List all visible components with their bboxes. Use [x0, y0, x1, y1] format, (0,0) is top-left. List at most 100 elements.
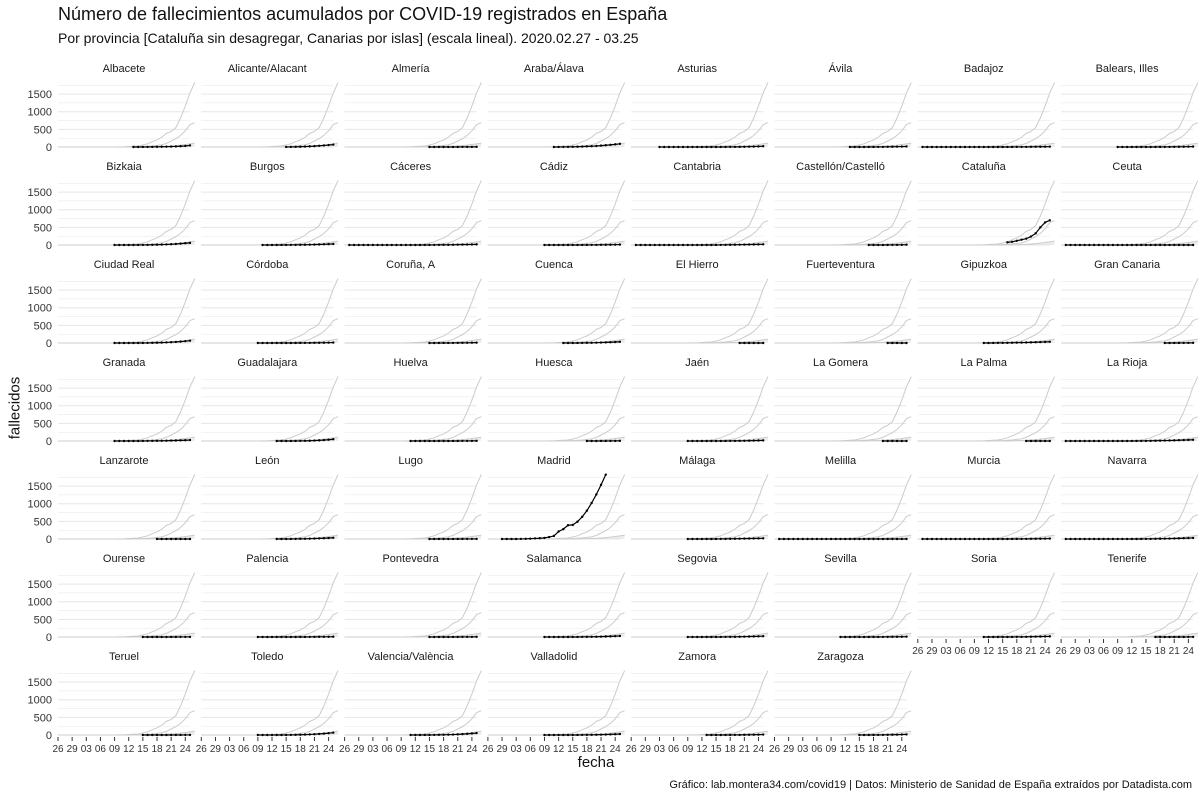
- y-tick-label: 500: [34, 614, 52, 626]
- data-point: [547, 535, 551, 539]
- x-tick-label: 12: [410, 744, 422, 755]
- data-point: [1078, 243, 1082, 247]
- x-tick-label: 06: [381, 744, 393, 755]
- data-point: [470, 635, 474, 639]
- data-point: [1187, 438, 1190, 442]
- reference-line: [917, 612, 1055, 638]
- data-point: [949, 537, 952, 541]
- data-point: [275, 439, 278, 443]
- data-point: [465, 439, 469, 443]
- data-point: [1182, 341, 1185, 345]
- data-point: [1191, 438, 1195, 441]
- data-point: [136, 341, 140, 345]
- data-point: [280, 243, 283, 247]
- data-point: [585, 145, 589, 148]
- data-point: [465, 145, 469, 149]
- x-tick-label: 18: [151, 744, 163, 755]
- data-point: [136, 243, 140, 247]
- facet-panel: Balears, Illes: [1061, 63, 1199, 149]
- data-point: [524, 537, 527, 541]
- data-point: [327, 242, 330, 246]
- data-point: [752, 243, 755, 246]
- data-point: [1048, 145, 1052, 148]
- data-point: [696, 243, 699, 247]
- data-point: [566, 635, 570, 639]
- data-point: [475, 537, 478, 541]
- reference-line: [1061, 82, 1199, 148]
- x-tick-label: 06: [238, 744, 250, 755]
- data-point: [327, 635, 330, 638]
- data-point: [169, 145, 173, 148]
- data-point: [270, 243, 274, 247]
- data-point: [895, 635, 899, 639]
- data-point: [1010, 240, 1014, 244]
- reference-line: [1061, 180, 1199, 246]
- reference-line: [631, 338, 768, 344]
- data-point: [752, 733, 755, 736]
- data-point: [1102, 439, 1105, 443]
- data-point: [1163, 341, 1167, 345]
- data-point: [747, 243, 751, 246]
- data-point: [165, 733, 168, 737]
- data-point: [1006, 537, 1009, 541]
- data-point: [122, 243, 126, 247]
- data-point: [862, 635, 866, 639]
- data-point: [705, 635, 708, 639]
- data-point: [609, 143, 612, 147]
- data-point: [613, 634, 617, 638]
- y-tick-label: 500: [34, 516, 52, 528]
- reference-area: [201, 143, 339, 147]
- reference-line: [58, 730, 195, 736]
- data-point: [165, 341, 168, 344]
- data-point: [729, 537, 732, 541]
- data-point: [604, 439, 607, 443]
- data-point: [127, 341, 130, 345]
- facet-label: Cáceres: [390, 161, 431, 173]
- data-point: [696, 537, 699, 541]
- data-point: [465, 732, 469, 736]
- data-point: [500, 537, 504, 541]
- data-point: [188, 733, 192, 737]
- data-point: [510, 537, 513, 541]
- data-point: [858, 145, 861, 149]
- data-point: [327, 536, 330, 540]
- series-line: [502, 474, 607, 540]
- reference-line: [774, 278, 912, 344]
- data-point: [900, 243, 903, 247]
- data-point: [613, 439, 617, 443]
- reference-line: [917, 278, 1055, 344]
- x-tick-label: 09: [826, 744, 838, 755]
- data-point: [447, 635, 450, 639]
- data-point: [618, 732, 622, 736]
- data-point: [1001, 341, 1004, 345]
- reference-line: [487, 122, 625, 148]
- data-point: [442, 341, 445, 345]
- data-point: [132, 145, 135, 149]
- data-point: [399, 243, 403, 247]
- x-tick-label: 15: [137, 744, 149, 755]
- data-point: [1125, 145, 1129, 149]
- data-point: [867, 243, 870, 247]
- data-point: [595, 493, 598, 496]
- data-point: [1168, 537, 1171, 540]
- data-point: [733, 243, 737, 246]
- reference-line: [201, 122, 339, 148]
- data-point: [724, 145, 727, 149]
- data-point: [757, 537, 760, 540]
- facet-panel: Murcia: [917, 455, 1055, 541]
- facet-panel: Coruña, A: [344, 259, 482, 345]
- facet-panel: Lanzarote 0 500 1000 1500: [28, 455, 196, 546]
- facet-panel: Sevilla: [774, 553, 912, 639]
- data-point: [1092, 537, 1096, 541]
- reference-line: [487, 474, 626, 540]
- reference-line: [58, 122, 195, 148]
- facet-panel: Castellón/Castelló: [774, 161, 912, 247]
- reference-line: [344, 318, 482, 344]
- data-point: [900, 145, 903, 148]
- data-point: [266, 635, 269, 639]
- data-point: [461, 439, 464, 443]
- data-point: [357, 243, 360, 247]
- y-tick-label: 1500: [28, 677, 52, 689]
- data-point: [348, 243, 351, 247]
- data-point: [576, 733, 579, 737]
